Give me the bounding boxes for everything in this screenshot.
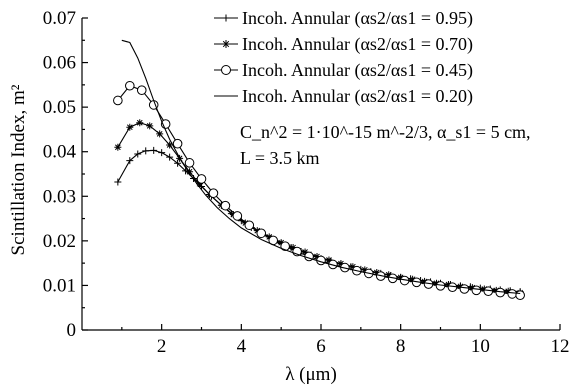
data-point-plus [166,153,174,161]
series-line-4 [121,39,521,295]
y-tick-label: 0 [67,320,77,341]
data-point-star [337,260,345,268]
data-point-circle [280,241,290,252]
data-point-star [313,252,321,260]
plot-area: 2 4 6 8 10 12 0 0.01 0.02 0.03 0.04 0.05 0.06 0.07 [43,8,570,357]
y-axis-title: Scintillation Index, m² [8,84,29,255]
data-point-star [325,256,333,264]
y-tick-label: 0.07 [43,8,76,29]
x-tick-label: 2 [157,336,167,357]
data-point-circle [172,138,183,149]
annotation-line-2: L = 3.5 km [240,148,319,168]
data-point-star [397,273,405,281]
data-point-star [156,130,164,138]
data-point-circle [515,290,525,301]
legend-marker-plus [222,14,230,22]
y-tick-label: 0.01 [43,275,76,296]
series-3 [113,80,525,301]
data-point-circle [507,289,518,299]
data-point-circle [232,211,243,221]
data-point-star [126,123,134,131]
x-tick-label: 4 [237,336,247,357]
data-point-star [166,141,174,149]
series-1 [114,146,524,296]
data-point-circle [244,220,255,231]
x-tick-label: 10 [471,336,490,357]
data-point-circle [483,286,494,297]
data-point-star [136,119,144,127]
data-point-circle [113,95,123,106]
data-point-circle [220,200,231,211]
x-tick-label: 12 [551,336,570,357]
y-tick-label: 0.06 [43,53,76,74]
x-tick-label: 8 [396,336,406,357]
y-tick-label: 0.02 [43,231,76,252]
data-point-star [361,266,369,274]
data-point-star [373,269,381,277]
data-point-circle [184,158,195,168]
legend-entry-020: Incoh. Annular (αs2/αs1 = 0.20) [214,86,473,107]
data-point-circle [208,188,219,198]
data-point-circle [495,287,506,298]
data-point-plus [158,149,166,157]
data-point-star [289,244,297,252]
data-point-circle [447,282,458,293]
data-point-star [265,233,273,241]
legend-entry-045: Incoh. Annular (αs2/αs1 = 0.45) [214,60,473,81]
data-point-circle [459,284,470,294]
annotation-line-1: C_n^2 = 1·10^-15 m^-2/3, α_s1 = 5 cm, [240,122,531,142]
legend-label-020: Incoh. Annular (αs2/αs1 = 0.20) [242,86,473,107]
series-layer [113,39,525,301]
data-point-star [186,168,194,176]
data-point-plus [126,157,134,165]
x-axis-title: λ (μm) [285,364,337,385]
data-point-star [385,271,393,279]
data-point-circle [256,228,267,239]
data-point-circle [196,174,207,184]
data-point-plus [134,150,142,158]
data-point-star [114,143,122,151]
legend-label-070: Incoh. Annular (αs2/αs1 = 0.70) [242,34,473,55]
data-point-star [196,180,204,188]
data-point-circle [471,285,482,296]
legend: Incoh. Annular (αs2/αs1 = 0.95) Incoh. A… [214,8,473,107]
legend-entry-095: Incoh. Annular (αs2/αs1 = 0.95) [214,8,473,29]
data-point-star [349,263,357,271]
series-4 [121,39,521,295]
data-point-plus [142,147,150,155]
data-point-plus [114,178,122,186]
legend-entry-070: Incoh. Annular (αs2/αs1 = 0.70) [214,34,473,55]
data-point-star [301,248,309,256]
data-point-star [409,275,417,283]
data-point-circle [136,85,147,96]
data-point-star [146,122,154,130]
data-point-plus [150,146,158,154]
legend-label-095: Incoh. Annular (αs2/αs1 = 0.95) [242,8,473,29]
annotation: C_n^2 = 1·10^-15 m^-2/3, α_s1 = 5 cm, L … [240,122,531,168]
y-tick-label: 0.05 [43,97,76,118]
data-point-circle [125,80,135,91]
y-tick-label: 0.04 [43,142,77,163]
legend-marker-star [222,40,230,48]
x-tick-label: 6 [316,336,326,357]
legend-label-045: Incoh. Annular (αs2/αs1 = 0.45) [242,60,473,81]
data-point-star [277,239,285,247]
y-tick-label: 0.03 [43,186,76,207]
series-line-1 [117,149,521,293]
legend-marker-circle [221,65,231,75]
